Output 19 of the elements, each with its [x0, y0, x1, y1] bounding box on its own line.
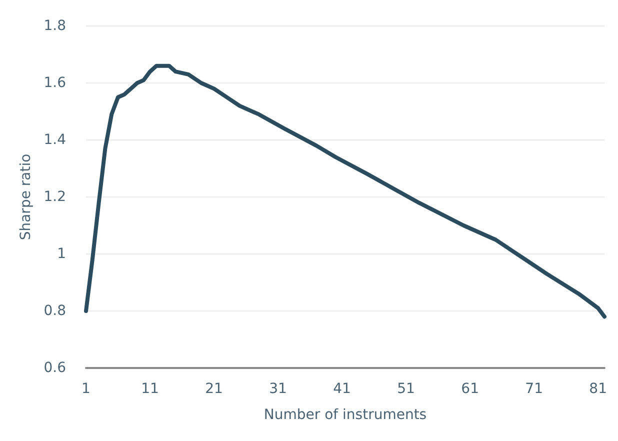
y-tick-label: 1.4	[44, 132, 66, 148]
x-tick-label: 71	[525, 381, 543, 397]
y-tick-label: 1.6	[44, 75, 66, 91]
x-tick-label: 51	[397, 381, 415, 397]
x-tick-label: 1	[82, 381, 90, 397]
y-tick-label: 1	[57, 246, 66, 262]
line-series	[84, 64, 606, 319]
x-tick-label: 21	[205, 381, 223, 397]
y-tick-label: 0.6	[44, 360, 66, 376]
x-tick-label: 61	[461, 381, 479, 397]
x-axis-title: Number of instruments	[264, 407, 427, 423]
y-tick-label: 0.8	[44, 303, 66, 319]
x-tick-label: 41	[333, 381, 351, 397]
y-tick-label: 1.8	[44, 18, 66, 34]
x-tick-label: 11	[141, 381, 159, 397]
y-axis-title: Sharpe ratio	[18, 154, 34, 240]
x-tick-label: 81	[589, 381, 608, 397]
y-tick-label: 1.2	[44, 189, 66, 205]
x-tick-label: 31	[269, 381, 287, 397]
